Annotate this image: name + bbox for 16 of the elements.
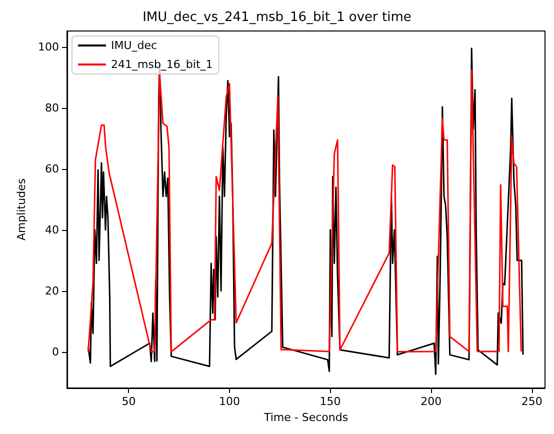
x-tick-label: 200 xyxy=(420,395,442,408)
y-tick-label: 60 xyxy=(45,162,59,176)
legend-label: 241_msb_16_bit_1 xyxy=(111,58,213,71)
y-tick-label: 40 xyxy=(45,223,59,236)
y-tick-label: 0 xyxy=(52,345,59,358)
y-axis-title: Amplitudes xyxy=(15,178,28,241)
y-tick-label: 80 xyxy=(45,102,59,115)
x-axis-title: Time - Seconds xyxy=(262,411,348,424)
chart-title: IMU_dec_vs_241_msb_16_bit_1 over time xyxy=(142,10,412,25)
x-tick-label: 100 xyxy=(218,395,240,408)
y-tick-label: 100 xyxy=(38,40,59,54)
y-tick-label: 20 xyxy=(45,284,59,298)
x-tick-label: 150 xyxy=(320,395,341,408)
legend-label: IMU_dec xyxy=(111,39,158,52)
x-tick-label: 50 xyxy=(122,395,136,408)
x-tick-label: 250 xyxy=(521,395,542,408)
